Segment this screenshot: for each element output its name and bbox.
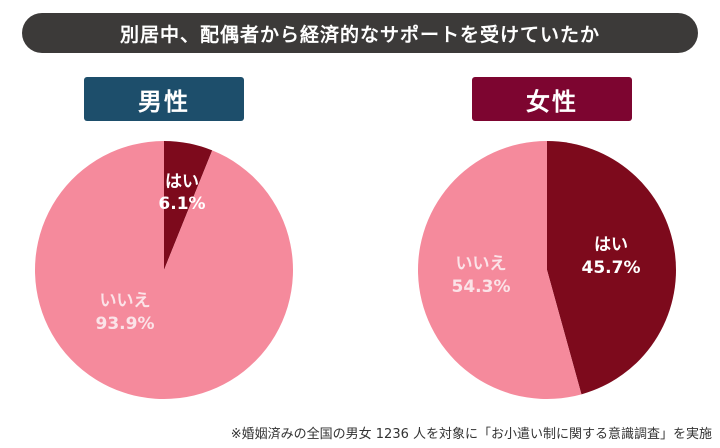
slice-female-no — [417, 141, 582, 399]
label-female-no: いいえ — [456, 254, 507, 274]
slice-male-yes — [164, 141, 213, 270]
slice-female-yes — [547, 141, 676, 395]
pie-female: はい 45.7% いいえ 54.3% — [417, 141, 676, 399]
label-female-yes: はい — [594, 235, 628, 255]
label-male-no: いいえ — [100, 291, 151, 311]
value-female-yes: 45.7% — [582, 258, 641, 278]
chart-title: 別居中、配偶者から経済的なサポートを受けていたか — [22, 13, 698, 53]
value-male-no: 93.9% — [96, 314, 155, 334]
slice-male-no — [34, 141, 293, 399]
label-male-yes: はい — [165, 172, 199, 192]
value-male-yes: 6.1% — [158, 194, 205, 214]
value-female-no: 54.3% — [452, 277, 511, 297]
pie-male: はい 6.1% いいえ 93.9% — [34, 141, 293, 399]
footnote: ※婚姻済みの全国の男女 1236 人を対象に「お小遣い制に関する意識調査」を実施 — [230, 427, 712, 442]
female-badge: 女性 — [472, 77, 632, 121]
male-badge: 男性 — [84, 77, 244, 121]
